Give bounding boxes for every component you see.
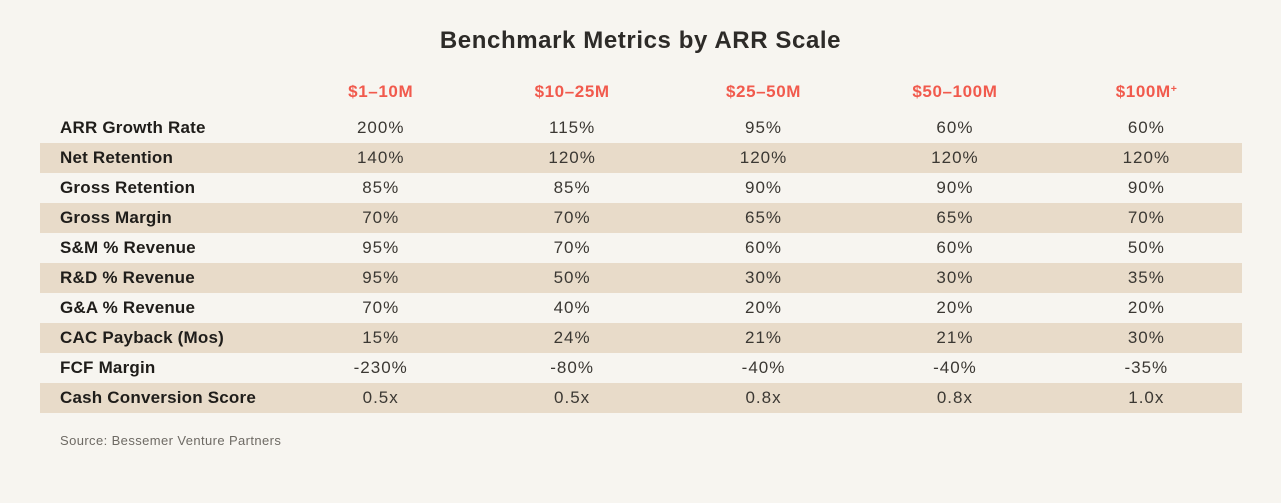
table-row: Gross Margin 70% 70% 65% 65% 70% bbox=[40, 203, 1242, 233]
metric-value: 120% bbox=[1122, 148, 1171, 167]
metric-label: ARR Growth Rate bbox=[60, 118, 206, 137]
table-row: G&A % Revenue 70% 40% 20% 20% 20% bbox=[40, 293, 1242, 323]
metric-value: -40% bbox=[741, 358, 786, 377]
metric-value: 65% bbox=[745, 208, 783, 227]
metric-value: 0.8x bbox=[936, 388, 973, 407]
metric-value: 140% bbox=[356, 148, 405, 167]
metric-label: FCF Margin bbox=[60, 358, 156, 377]
metric-value: 20% bbox=[745, 298, 783, 317]
metric-value: 20% bbox=[1127, 298, 1165, 317]
table-row: Gross Retention 85% 85% 90% 90% 90% bbox=[40, 173, 1242, 203]
metric-value: 50% bbox=[1127, 238, 1165, 257]
metric-value: 50% bbox=[553, 268, 591, 287]
metric-value: -230% bbox=[353, 358, 408, 377]
metric-value: 0.5x bbox=[362, 388, 399, 407]
benchmark-table: $1–10M $10–25M $25–50M $50–100M $100M+ A… bbox=[40, 80, 1242, 413]
metric-label: S&M % Revenue bbox=[60, 238, 196, 257]
metric-value: 120% bbox=[739, 148, 788, 167]
column-header-10-25m: $10–25M bbox=[476, 82, 667, 102]
metric-value: 30% bbox=[745, 268, 783, 287]
metric-value: 70% bbox=[553, 238, 591, 257]
metric-value: -40% bbox=[933, 358, 977, 377]
metric-label: Gross Margin bbox=[60, 208, 172, 227]
metric-value: 35% bbox=[1127, 268, 1165, 287]
metric-value: 40% bbox=[553, 298, 591, 317]
metric-value: 70% bbox=[553, 208, 591, 227]
metric-value: 65% bbox=[936, 208, 974, 227]
metric-value: 21% bbox=[745, 328, 783, 347]
table-header-row: $1–10M $10–25M $25–50M $50–100M $100M+ bbox=[40, 80, 1242, 104]
column-header-label: $10–25M bbox=[534, 82, 610, 101]
metric-value: 24% bbox=[553, 328, 591, 347]
metric-label: R&D % Revenue bbox=[60, 268, 195, 287]
metric-value: 15% bbox=[362, 328, 400, 347]
metric-value: 60% bbox=[936, 118, 974, 137]
metric-value: 0.8x bbox=[745, 388, 782, 407]
metric-label: Gross Retention bbox=[60, 178, 196, 197]
table-row: CAC Payback (Mos) 15% 24% 21% 21% 30% bbox=[40, 323, 1242, 353]
metric-value: 60% bbox=[745, 238, 783, 257]
metric-value: 60% bbox=[936, 238, 974, 257]
metric-value: 60% bbox=[1127, 118, 1165, 137]
metric-value: 90% bbox=[936, 178, 974, 197]
metric-label: CAC Payback (Mos) bbox=[60, 328, 224, 347]
table-row: R&D % Revenue 95% 50% 30% 30% 35% bbox=[40, 263, 1242, 293]
metric-value: 115% bbox=[549, 118, 596, 137]
metric-value: 70% bbox=[362, 208, 400, 227]
table-row: FCF Margin -230% -80% -40% -40% -35% bbox=[40, 353, 1242, 383]
column-header-50-100m: $50–100M bbox=[859, 82, 1050, 102]
column-header-suffix: + bbox=[1170, 83, 1177, 95]
metric-value: 70% bbox=[1127, 208, 1165, 227]
metric-value: 20% bbox=[936, 298, 974, 317]
metric-value: 95% bbox=[362, 238, 400, 257]
metric-value: 90% bbox=[1127, 178, 1165, 197]
metric-value: 70% bbox=[362, 298, 400, 317]
metric-value: 85% bbox=[553, 178, 591, 197]
metric-label: G&A % Revenue bbox=[60, 298, 196, 317]
metric-value: 21% bbox=[936, 328, 974, 347]
column-header-label: $1–10M bbox=[348, 82, 414, 101]
metric-value: 30% bbox=[1127, 328, 1165, 347]
table-row: S&M % Revenue 95% 70% 60% 60% 50% bbox=[40, 233, 1242, 263]
source-note: Source: Bessemer Venture Partners bbox=[60, 433, 282, 448]
metric-value: 30% bbox=[936, 268, 974, 287]
metric-value: 200% bbox=[356, 118, 405, 137]
metric-value: 120% bbox=[548, 148, 596, 167]
metric-value: -80% bbox=[550, 358, 594, 377]
metric-value: 90% bbox=[745, 178, 783, 197]
page: Benchmark Metrics by ARR Scale $1–10M $1… bbox=[0, 26, 1281, 448]
metric-value: 95% bbox=[745, 118, 783, 137]
column-header-label: $100M bbox=[1115, 82, 1171, 101]
metric-value: 95% bbox=[362, 268, 400, 287]
column-header-1-10m: $1–10M bbox=[285, 82, 476, 102]
metric-value: 1.0x bbox=[1128, 388, 1165, 407]
column-header-25-50m: $25–50M bbox=[668, 82, 859, 102]
metric-value: 120% bbox=[931, 148, 979, 167]
table-body: ARR Growth Rate 200% 115% 95% 60% 60% Ne… bbox=[40, 113, 1242, 413]
table-row: Net Retention 140% 120% 120% 120% 120% bbox=[40, 143, 1242, 173]
metric-value: 0.5x bbox=[554, 388, 591, 407]
column-header-label: $25–50M bbox=[725, 82, 802, 101]
column-header-100m-plus: $100M+ bbox=[1051, 82, 1242, 102]
metric-label: Net Retention bbox=[60, 148, 174, 167]
table-row: ARR Growth Rate 200% 115% 95% 60% 60% bbox=[40, 113, 1242, 143]
column-header-label: $50–100M bbox=[912, 82, 998, 101]
table-row: Cash Conversion Score 0.5x 0.5x 0.8x 0.8… bbox=[40, 383, 1242, 413]
page-title: Benchmark Metrics by ARR Scale bbox=[439, 27, 842, 54]
metric-value: -35% bbox=[1124, 358, 1169, 377]
metric-label: Cash Conversion Score bbox=[60, 388, 256, 407]
metric-value: 85% bbox=[362, 178, 400, 197]
